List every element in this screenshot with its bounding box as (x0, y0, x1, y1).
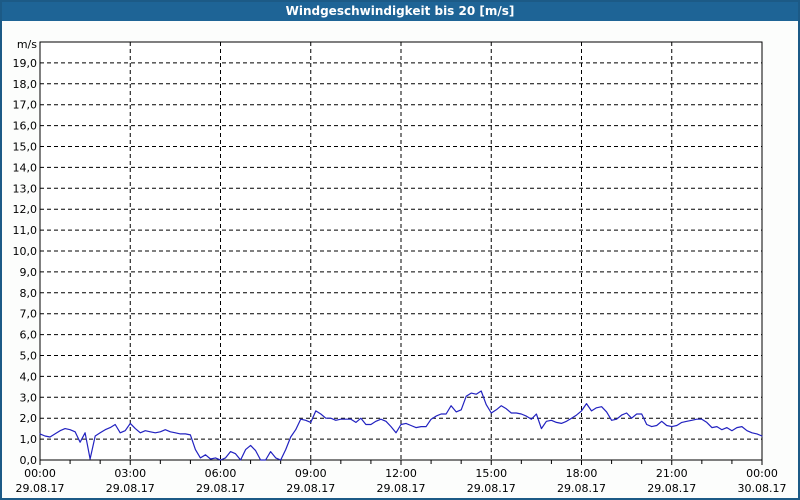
x-tick-date-label: 29.08.17 (647, 482, 696, 495)
x-tick-date-label: 29.08.17 (286, 482, 335, 495)
x-tick-date-label: 30.08.17 (738, 482, 787, 495)
y-tick-label: 11,0 (13, 224, 38, 237)
y-tick-label: 4,0 (20, 370, 38, 383)
y-tick-label: 7,0 (20, 308, 38, 321)
y-tick-label: 17,0 (13, 99, 38, 112)
x-tick-date-label: 29.08.17 (16, 482, 65, 495)
y-tick-label: 13,0 (13, 182, 38, 195)
y-tick-label: 2,0 (20, 412, 38, 425)
y-tick-label: 14,0 (13, 161, 38, 174)
y-tick-label: 1,0 (20, 433, 38, 446)
x-tick-time-label: 18:00 (566, 467, 598, 480)
x-tick-time-label: 21:00 (656, 467, 688, 480)
x-tick-date-label: 29.08.17 (196, 482, 245, 495)
y-tick-label: 5,0 (20, 350, 38, 363)
x-tick-time-label: 15:00 (475, 467, 507, 480)
y-tick-label: 18,0 (13, 78, 38, 91)
x-tick-time-label: 00:00 (746, 467, 778, 480)
y-tick-label: 12,0 (13, 203, 38, 216)
x-tick-date-label: 29.08.17 (377, 482, 426, 495)
x-tick-date-label: 29.08.17 (467, 482, 516, 495)
y-tick-label: 3,0 (20, 391, 38, 404)
y-tick-label: 6,0 (20, 329, 38, 342)
x-tick-time-label: 03:00 (114, 467, 146, 480)
x-tick-time-label: 00:00 (24, 467, 56, 480)
y-axis-unit-label: m/s (17, 38, 37, 51)
y-tick-label: 0,0 (20, 454, 38, 467)
y-tick-label: 9,0 (20, 266, 38, 279)
chart-title-bar: Windgeschwindigkeit bis 20 [m/s] (2, 2, 798, 21)
x-tick-date-label: 29.08.17 (106, 482, 155, 495)
y-tick-label: 10,0 (13, 245, 38, 258)
x-tick-time-label: 09:00 (295, 467, 327, 480)
x-tick-date-label: 29.08.17 (557, 482, 606, 495)
y-tick-label: 19,0 (13, 57, 38, 70)
y-tick-label: 8,0 (20, 287, 38, 300)
y-tick-label: 15,0 (13, 141, 38, 154)
y-tick-label: 16,0 (13, 120, 38, 133)
x-tick-time-label: 06:00 (205, 467, 237, 480)
wind-speed-line (39, 390, 763, 461)
x-tick-time-label: 12:00 (385, 467, 417, 480)
